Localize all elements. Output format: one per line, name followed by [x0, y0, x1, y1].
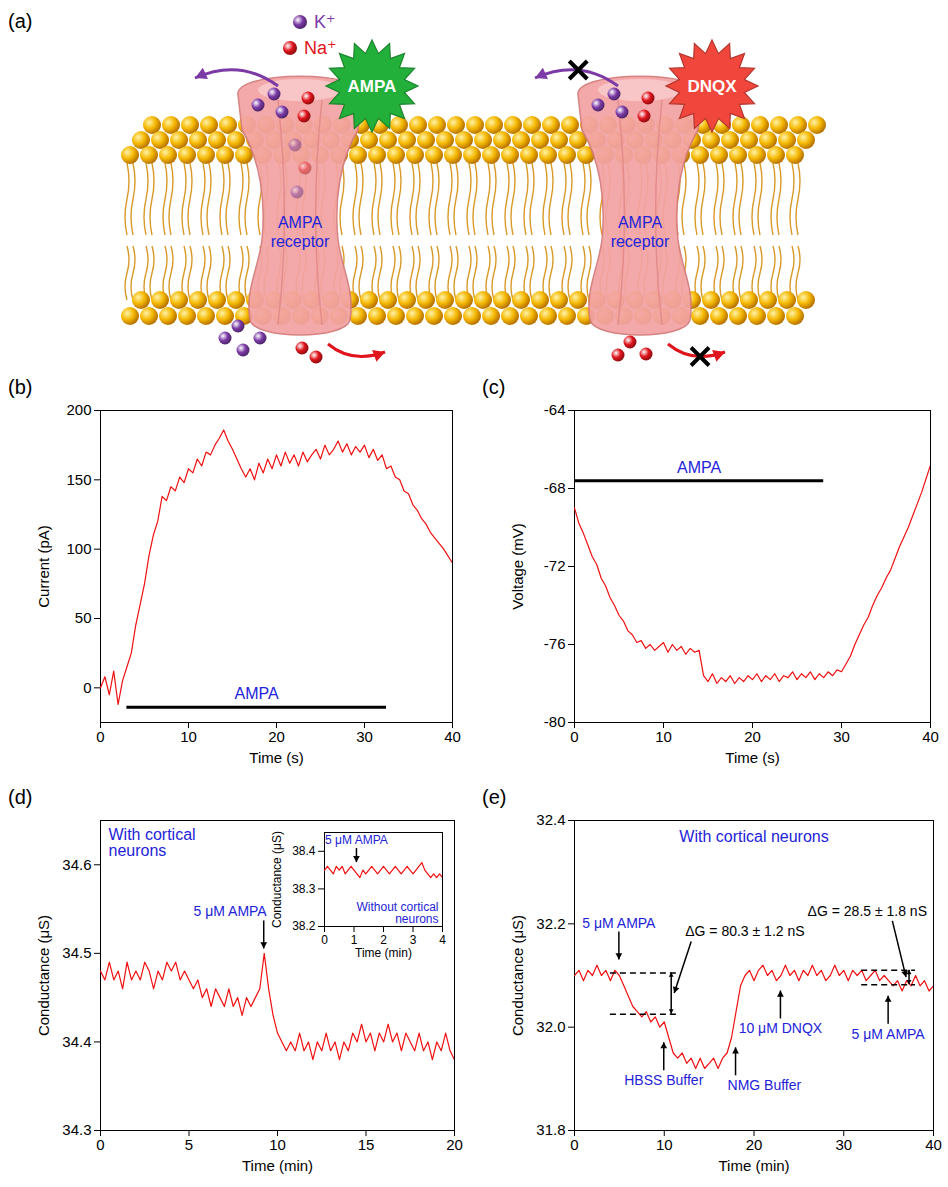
svg-text:AMPA: AMPA — [677, 459, 721, 476]
svg-text:Time (s): Time (s) — [725, 749, 779, 766]
svg-text:34.3: 34.3 — [62, 1121, 91, 1138]
svg-text:(a): (a) — [8, 10, 32, 32]
svg-text:40: 40 — [922, 728, 939, 745]
svg-text:34.4: 34.4 — [62, 1033, 91, 1050]
svg-text:K⁺: K⁺ — [314, 12, 336, 32]
svg-text:Voltage (mV): Voltage (mV) — [509, 523, 526, 610]
html-text:(e): (e) — [482, 786, 507, 808]
svg-text:AMPAreceptor: AMPAreceptor — [271, 214, 330, 250]
svg-text:With corticalneurons: With corticalneurons — [109, 826, 196, 859]
html-text:(b): (b) — [8, 376, 33, 398]
svg-text:20: 20 — [746, 1136, 763, 1153]
svg-text:Time (min): Time (min) — [355, 946, 412, 960]
svg-text:38.4: 38.4 — [292, 844, 316, 858]
svg-text:Na⁺: Na⁺ — [304, 38, 337, 58]
svg-text:DNQX: DNQX — [687, 77, 737, 96]
svg-text:50: 50 — [75, 609, 92, 626]
svg-text:150: 150 — [66, 471, 91, 488]
svg-text:32.0: 32.0 — [536, 1018, 565, 1035]
svg-text:10: 10 — [655, 728, 672, 745]
svg-text:AMPA: AMPA — [235, 685, 279, 702]
svg-text:0: 0 — [96, 1136, 104, 1153]
svg-text:4: 4 — [439, 933, 446, 947]
svg-text:5 μM AMPA: 5 μM AMPA — [852, 1026, 926, 1042]
svg-text:32.2: 32.2 — [536, 915, 565, 932]
svg-text:-64: -64 — [544, 401, 566, 418]
svg-text:HBSS Buffer: HBSS Buffer — [624, 1072, 703, 1088]
svg-text:0: 0 — [570, 1136, 578, 1153]
svg-text:2: 2 — [380, 933, 387, 947]
svg-text:Current (pA): Current (pA) — [35, 525, 52, 608]
svg-text:200: 200 — [66, 401, 91, 418]
svg-text:10: 10 — [180, 728, 197, 745]
svg-text:Time (s): Time (s) — [249, 749, 303, 766]
svg-text:AMPAreceptor: AMPAreceptor — [611, 214, 670, 250]
svg-text:5 μM AMPA: 5 μM AMPA — [582, 915, 656, 931]
svg-text:15: 15 — [358, 1136, 375, 1153]
svg-text:Conductance (μS): Conductance (μS) — [509, 915, 526, 1036]
svg-text:-80: -80 — [544, 713, 566, 730]
svg-text:0: 0 — [96, 728, 104, 745]
svg-text:100: 100 — [66, 540, 91, 557]
svg-text:ΔG = 28.5 ± 1.8 nS: ΔG = 28.5 ± 1.8 nS — [808, 903, 927, 919]
svg-text:Conductance (μS): Conductance (μS) — [270, 831, 284, 928]
svg-text:30: 30 — [835, 1136, 852, 1153]
svg-text:Without corticalneurons: Without corticalneurons — [356, 900, 438, 926]
svg-text:-72: -72 — [544, 557, 566, 574]
svg-text:-68: -68 — [544, 479, 566, 496]
svg-text:38.3: 38.3 — [292, 882, 316, 896]
svg-text:0: 0 — [83, 679, 91, 696]
svg-text:NMG Buffer: NMG Buffer — [728, 1077, 802, 1093]
svg-text:20: 20 — [446, 1136, 463, 1153]
svg-text:0: 0 — [321, 933, 328, 947]
svg-text:5 μM AMPA: 5 μM AMPA — [325, 833, 388, 847]
svg-text:32.4: 32.4 — [536, 811, 565, 828]
svg-text:AMPA: AMPA — [348, 77, 397, 96]
svg-text:Conductance (μS): Conductance (μS) — [35, 915, 52, 1036]
svg-text:20: 20 — [744, 728, 761, 745]
svg-text:5: 5 — [185, 1136, 193, 1153]
svg-text:40: 40 — [444, 728, 461, 745]
svg-text:3: 3 — [409, 933, 417, 947]
html-text:(c): (c) — [482, 376, 506, 398]
svg-text:34.5: 34.5 — [62, 944, 91, 961]
svg-text:31.8: 31.8 — [536, 1121, 565, 1138]
svg-text:34.6: 34.6 — [62, 856, 91, 873]
svg-text:10: 10 — [656, 1136, 673, 1153]
svg-text:Time (min): Time (min) — [718, 1157, 789, 1174]
svg-text:-76: -76 — [544, 635, 566, 652]
svg-text:Time (min): Time (min) — [242, 1157, 313, 1174]
html-text:(d): (d) — [8, 786, 33, 808]
svg-text:1: 1 — [350, 933, 358, 947]
svg-text:40: 40 — [925, 1136, 942, 1153]
svg-text:20: 20 — [268, 728, 285, 745]
svg-text:ΔG = 80.3 ± 1.2 nS: ΔG = 80.3 ± 1.2 nS — [685, 923, 804, 939]
svg-text:30: 30 — [833, 728, 850, 745]
svg-text:With cortical neurons: With cortical neurons — [679, 828, 828, 845]
svg-text:5 μM AMPA: 5 μM AMPA — [194, 903, 268, 919]
svg-text:38.2: 38.2 — [292, 919, 316, 933]
svg-text:10 μM DNQX: 10 μM DNQX — [739, 1020, 823, 1036]
svg-text:10: 10 — [269, 1136, 286, 1153]
svg-text:30: 30 — [356, 728, 373, 745]
svg-text:0: 0 — [570, 728, 578, 745]
